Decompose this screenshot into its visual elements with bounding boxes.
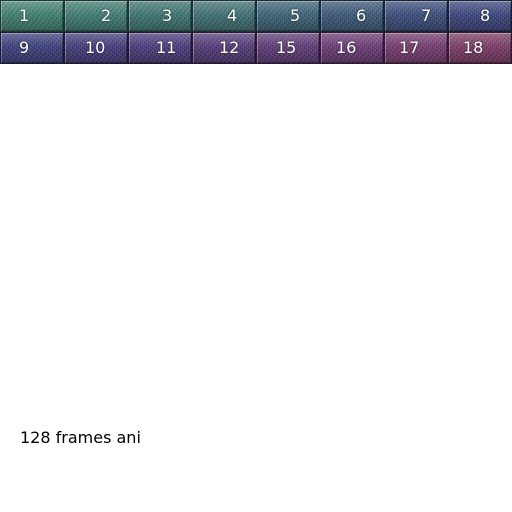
frame-tile: 9	[0, 32, 64, 64]
frame-number: 17	[399, 38, 420, 57]
frame-number: 3	[162, 6, 173, 25]
frame-tile: 10	[64, 32, 128, 64]
frame-tile: 17	[384, 32, 448, 64]
frame-number: 18	[463, 38, 484, 57]
frame-tile: 4	[192, 0, 256, 32]
frame-number: 7	[421, 6, 432, 25]
frame-tile: 3	[128, 0, 192, 32]
frame-number: 11	[156, 38, 177, 57]
frame-number: 6	[356, 6, 367, 25]
frame-tile: 16	[320, 32, 384, 64]
frame-number: 15	[276, 38, 297, 57]
frame-number: 5	[290, 6, 301, 25]
frame-number: 12	[219, 38, 240, 57]
frame-tile: 7	[384, 0, 448, 32]
frame-tile: 6	[320, 0, 384, 32]
frame-number: 8	[480, 6, 491, 25]
frame-number: 16	[336, 38, 357, 57]
frame-number: 4	[227, 6, 238, 25]
frame-tile: 11	[128, 32, 192, 64]
frame-tile: 18	[448, 32, 512, 64]
sprite-sheet: 1 2 3 4 5 6 7 8 9 10 11 12 15 16 17 18	[0, 0, 512, 64]
frame-tile: 12	[192, 32, 256, 64]
frame-number: 1	[19, 6, 30, 25]
frame-tile: 8	[448, 0, 512, 32]
frame-number: 2	[101, 6, 112, 25]
frame-tile: 5	[256, 0, 320, 32]
frame-number: 10	[85, 38, 106, 57]
frame-number: 9	[19, 38, 30, 57]
caption-text: 128 frames ani	[20, 428, 141, 447]
frame-tile: 15	[256, 32, 320, 64]
frame-tile: 2	[64, 0, 128, 32]
frame-tile: 1	[0, 0, 64, 32]
